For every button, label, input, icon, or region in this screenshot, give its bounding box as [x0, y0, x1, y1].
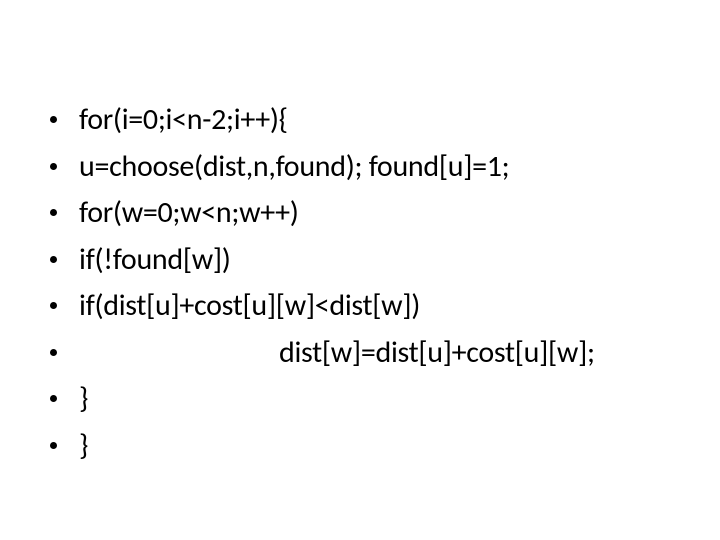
list-item: u=choose(dist,n,found); found[u]=1; [50, 147, 680, 188]
code-line: } [79, 379, 88, 420]
list-item: if(dist[u]+cost[u][w]<dist[w]) [50, 286, 680, 327]
bullet-icon [50, 302, 57, 309]
bullet-icon [50, 163, 57, 170]
code-line: for(w=0;w<n;w++) [79, 193, 299, 234]
code-bullet-list: for(i=0;i<n-2;i++){ u=choose(dist,n,foun… [50, 100, 680, 466]
bullet-icon [50, 442, 57, 449]
code-line: u=choose(dist,n,found); found[u]=1; [79, 147, 509, 188]
list-item: if(!found[w]) [50, 240, 680, 281]
code-line: if(!found[w]) [79, 240, 231, 281]
list-item: for(i=0;i<n-2;i++){ [50, 100, 680, 141]
list-item: for(w=0;w<n;w++) [50, 193, 680, 234]
code-line: } [79, 426, 88, 467]
code-line: dist[w]=dist[u]+cost[u][w]; [79, 333, 595, 374]
bullet-icon [50, 116, 57, 123]
bullet-icon [50, 395, 57, 402]
bullet-icon [50, 209, 57, 216]
list-item: dist[w]=dist[u]+cost[u][w]; [50, 333, 680, 374]
bullet-icon [50, 349, 57, 356]
code-line: if(dist[u]+cost[u][w]<dist[w]) [79, 286, 420, 327]
list-item: } [50, 426, 680, 467]
list-item: } [50, 379, 680, 420]
bullet-icon [50, 256, 57, 263]
code-line: for(i=0;i<n-2;i++){ [79, 100, 288, 141]
